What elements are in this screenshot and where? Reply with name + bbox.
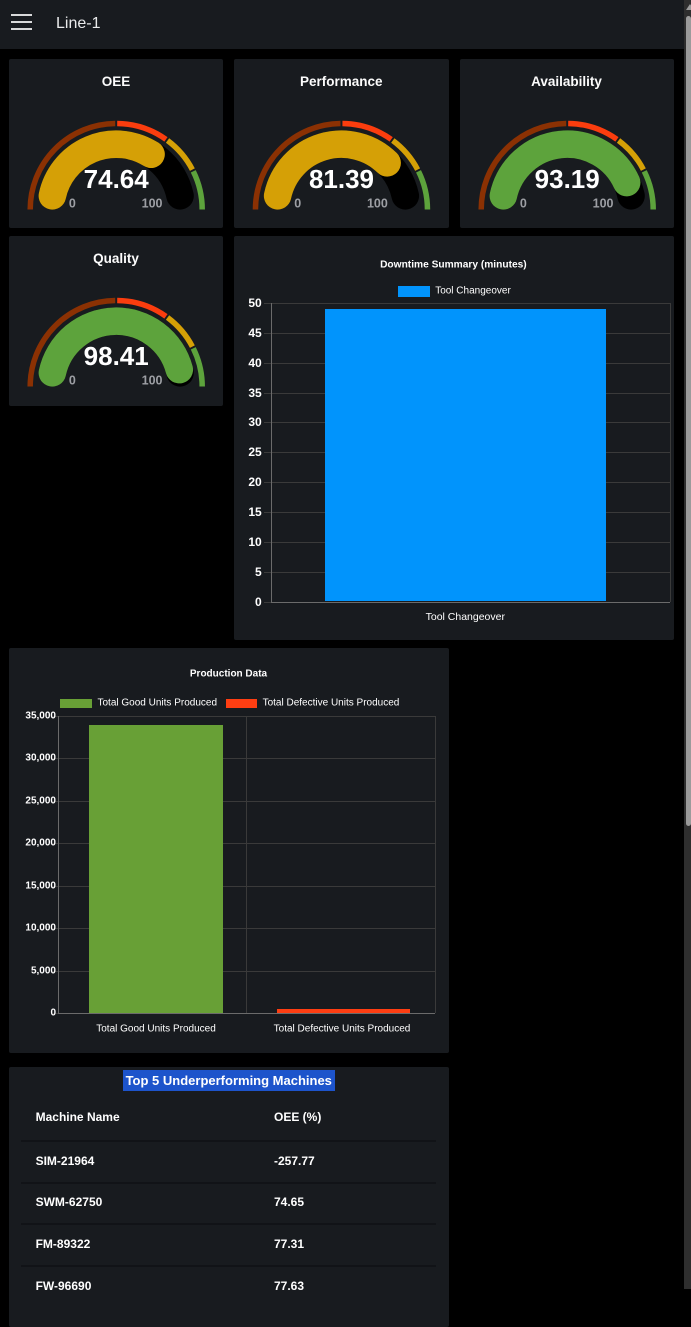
svg-text:93.19: 93.19	[534, 164, 599, 194]
svg-text:100: 100	[142, 373, 163, 387]
svg-text:81.39: 81.39	[309, 164, 374, 194]
svg-text:98.41: 98.41	[84, 341, 149, 371]
svg-text:0: 0	[69, 373, 76, 387]
svg-text:0: 0	[519, 196, 526, 210]
svg-text:100: 100	[592, 196, 613, 210]
svg-text:100: 100	[367, 196, 388, 210]
svg-text:100: 100	[142, 196, 163, 210]
svg-text:0: 0	[294, 196, 301, 210]
svg-text:74.64: 74.64	[84, 164, 150, 194]
svg-text:0: 0	[69, 196, 76, 210]
